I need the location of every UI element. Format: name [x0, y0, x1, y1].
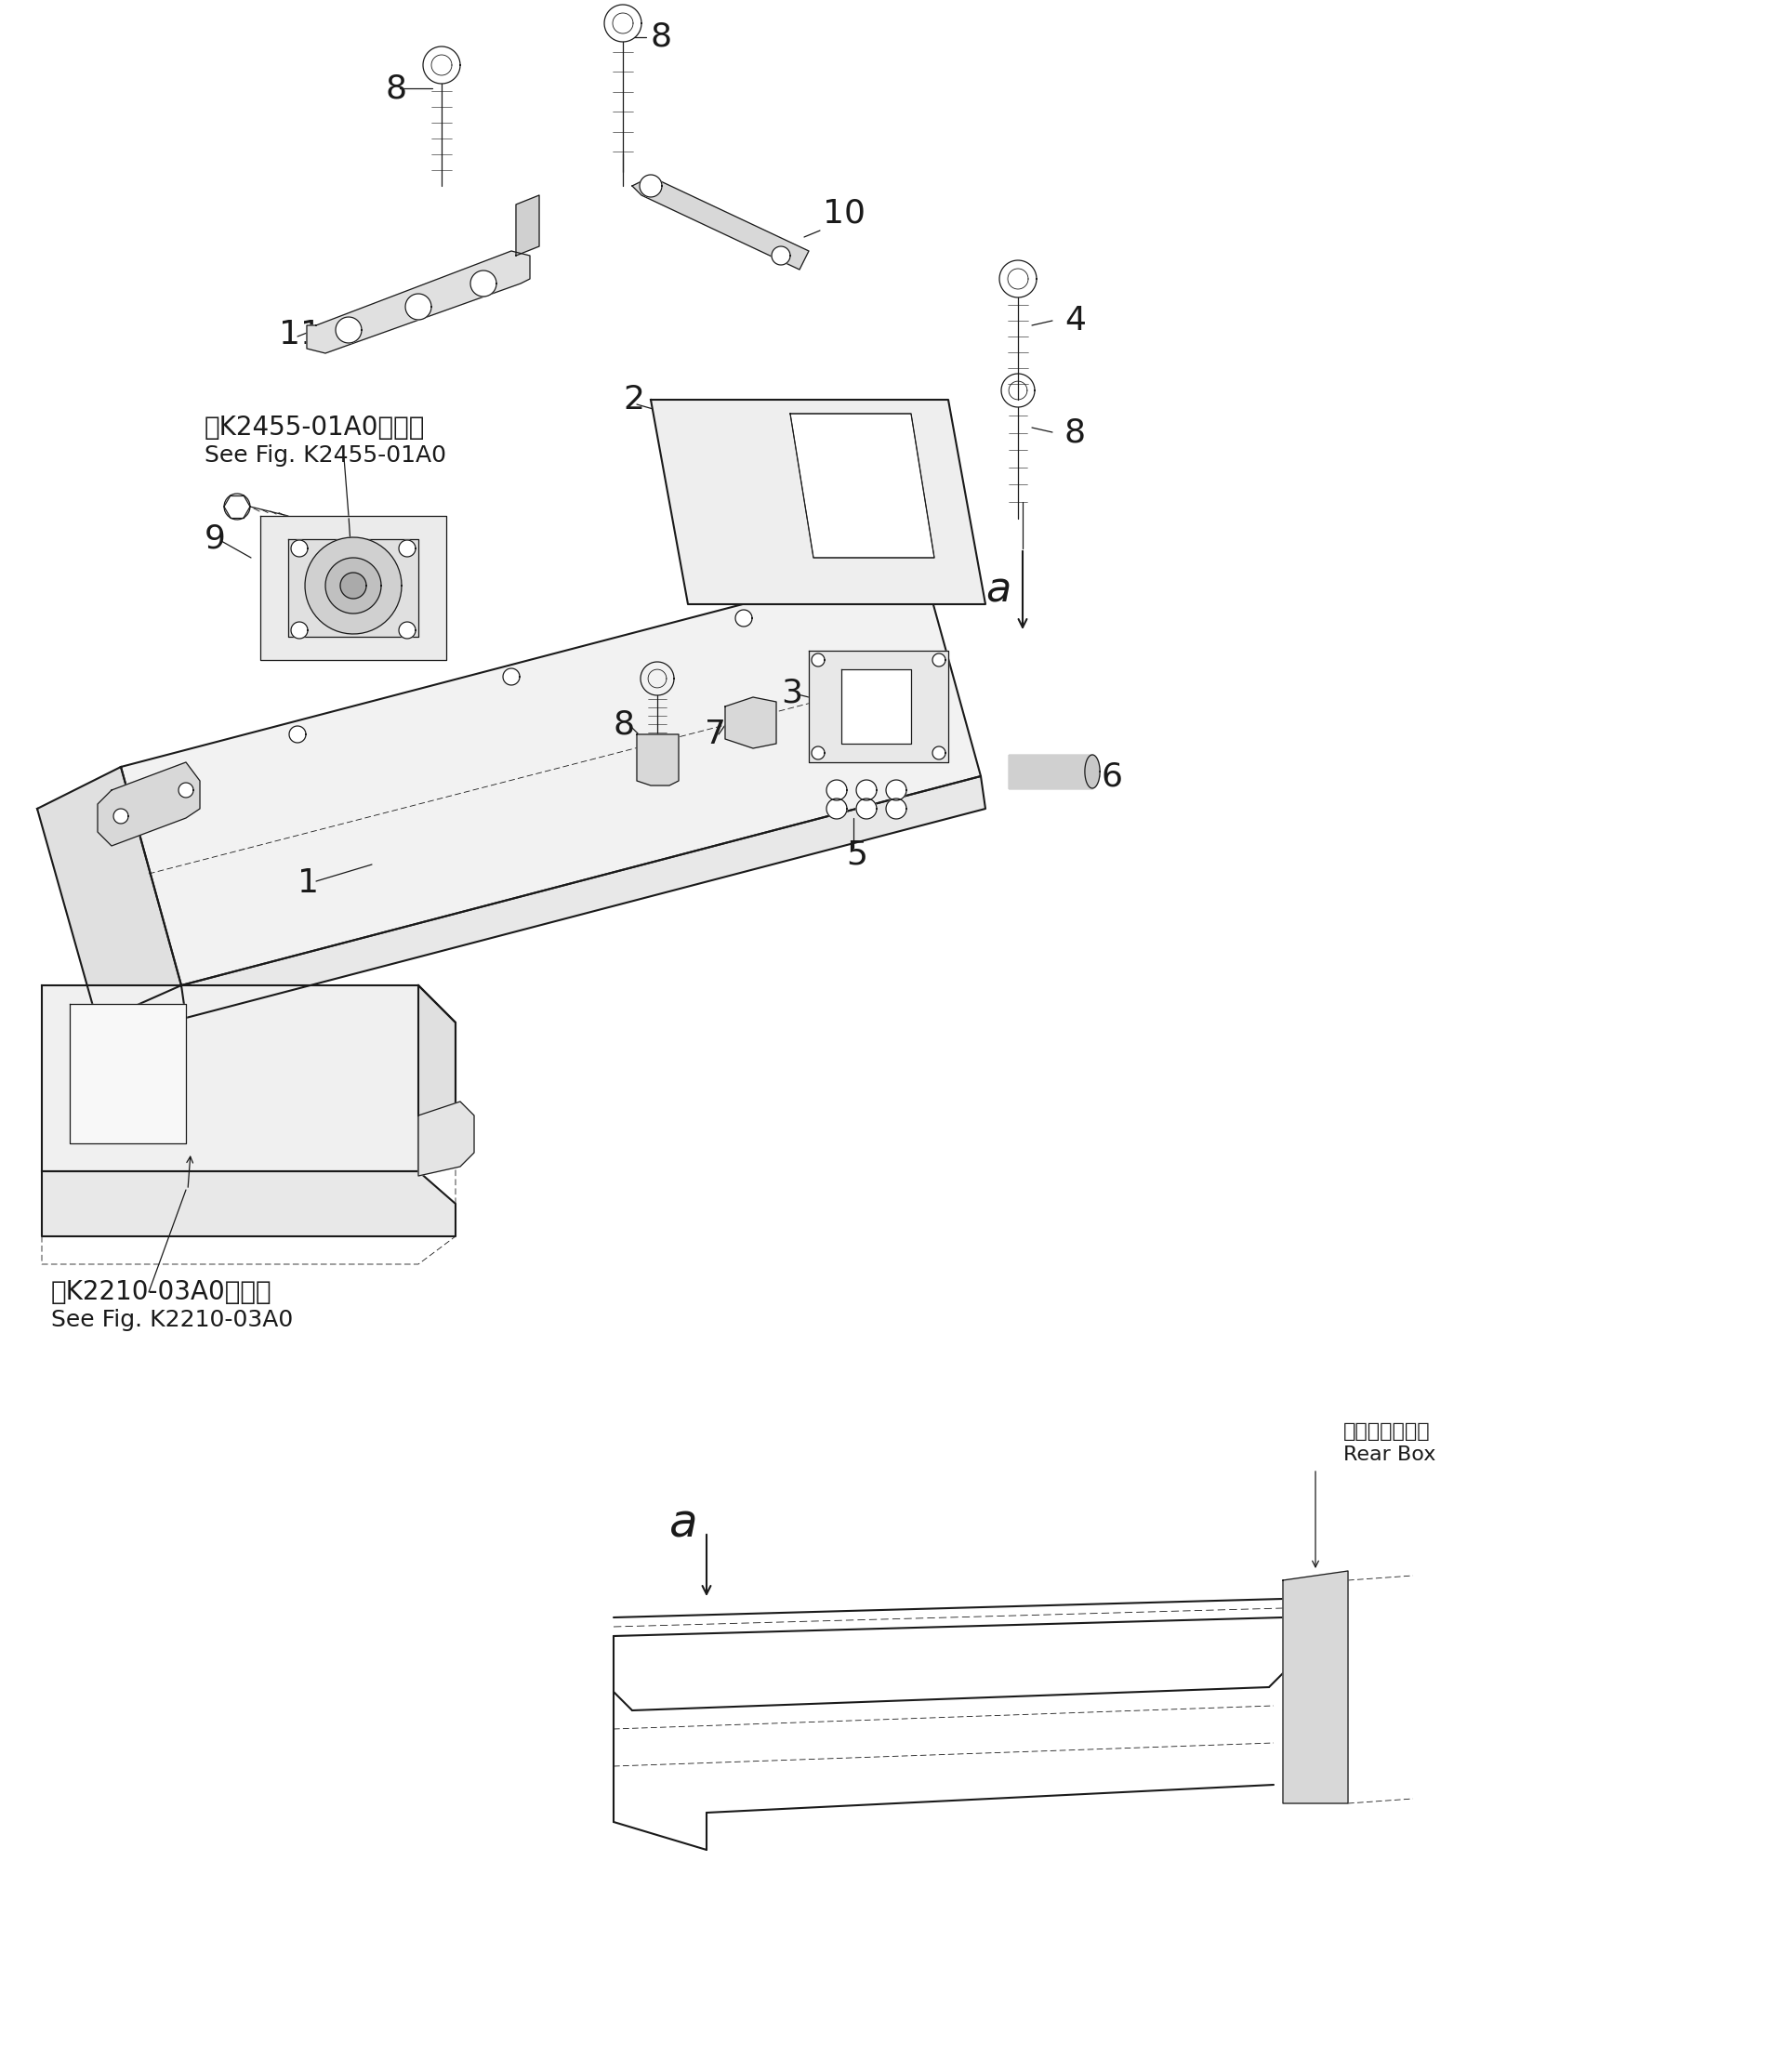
Text: 6: 6 — [1102, 760, 1123, 792]
Text: Rear Box: Rear Box — [1342, 1446, 1435, 1465]
Polygon shape — [636, 733, 678, 785]
Polygon shape — [306, 251, 530, 352]
Polygon shape — [290, 541, 308, 557]
Text: 9: 9 — [204, 524, 225, 555]
Text: a: a — [669, 1502, 698, 1548]
Polygon shape — [335, 317, 361, 344]
Polygon shape — [1084, 754, 1100, 787]
Text: 3: 3 — [781, 678, 802, 709]
Polygon shape — [1008, 754, 1091, 787]
Text: See Fig. K2210-03A0: See Fig. K2210-03A0 — [51, 1310, 292, 1330]
Text: 8: 8 — [1064, 416, 1086, 448]
Polygon shape — [825, 798, 847, 818]
Polygon shape — [932, 746, 946, 760]
Polygon shape — [886, 779, 907, 800]
Polygon shape — [406, 294, 430, 319]
Polygon shape — [841, 669, 910, 744]
Polygon shape — [825, 779, 847, 800]
Polygon shape — [515, 195, 538, 255]
Text: 11: 11 — [278, 319, 322, 350]
Polygon shape — [43, 986, 455, 1171]
Text: 8: 8 — [386, 73, 407, 104]
Text: 4: 4 — [1064, 305, 1086, 336]
Polygon shape — [289, 725, 306, 742]
Text: 第K2455-01A0図参照: 第K2455-01A0図参照 — [204, 414, 425, 441]
Text: 1: 1 — [298, 868, 319, 899]
Polygon shape — [305, 537, 402, 634]
Text: 第K2210-03A0図参照: 第K2210-03A0図参照 — [51, 1278, 273, 1305]
Polygon shape — [811, 746, 824, 760]
Text: a: a — [985, 570, 1009, 611]
Text: リヤーボックス: リヤーボックス — [1342, 1421, 1429, 1440]
Polygon shape — [398, 541, 416, 557]
Text: 7: 7 — [705, 719, 726, 750]
Polygon shape — [503, 669, 519, 686]
Polygon shape — [855, 779, 877, 800]
Polygon shape — [724, 696, 776, 748]
Polygon shape — [120, 557, 981, 986]
Text: 8: 8 — [650, 21, 671, 54]
Polygon shape — [418, 986, 455, 1171]
Polygon shape — [97, 762, 200, 845]
Polygon shape — [469, 271, 496, 296]
Text: 5: 5 — [845, 839, 868, 870]
Polygon shape — [290, 622, 308, 638]
Polygon shape — [179, 783, 193, 798]
Polygon shape — [639, 174, 662, 197]
Polygon shape — [855, 798, 877, 818]
Polygon shape — [808, 651, 947, 762]
Polygon shape — [735, 609, 751, 626]
Text: 8: 8 — [613, 709, 634, 742]
Polygon shape — [340, 572, 367, 599]
Polygon shape — [811, 653, 824, 667]
Polygon shape — [1282, 1571, 1348, 1803]
Polygon shape — [650, 400, 985, 605]
Polygon shape — [886, 798, 907, 818]
Polygon shape — [37, 767, 181, 1021]
Polygon shape — [932, 653, 946, 667]
Text: See Fig. K2455-01A0: See Fig. K2455-01A0 — [204, 443, 446, 466]
Polygon shape — [632, 176, 808, 269]
Polygon shape — [260, 516, 446, 661]
Polygon shape — [398, 622, 416, 638]
Polygon shape — [113, 808, 128, 823]
Polygon shape — [289, 539, 418, 636]
Polygon shape — [43, 1171, 455, 1237]
Polygon shape — [326, 557, 381, 613]
Polygon shape — [181, 777, 985, 1017]
Text: 2: 2 — [623, 383, 645, 416]
Polygon shape — [418, 1102, 475, 1177]
Polygon shape — [69, 1005, 186, 1144]
Polygon shape — [790, 414, 933, 557]
Polygon shape — [770, 247, 790, 265]
Text: 10: 10 — [822, 199, 864, 230]
